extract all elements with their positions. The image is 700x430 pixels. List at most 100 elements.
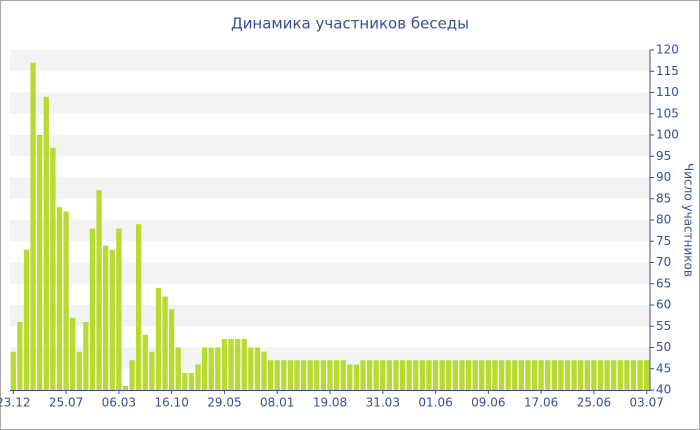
bar	[512, 360, 518, 390]
y-tick-label: 100	[656, 128, 679, 142]
bar	[452, 360, 458, 390]
bar	[531, 360, 538, 390]
bar	[63, 211, 69, 390]
x-tick-label: 17.06	[524, 396, 558, 410]
bar	[50, 147, 56, 390]
bar	[432, 360, 439, 390]
bar	[136, 224, 142, 390]
bar	[56, 207, 63, 390]
bar	[83, 322, 89, 390]
x-tick-label: 19.08	[313, 396, 347, 410]
bar	[122, 385, 129, 390]
bar	[327, 360, 333, 390]
x-tick-label: 25.07	[49, 396, 83, 410]
x-tick-label: 29.05	[207, 396, 241, 410]
bar	[109, 249, 115, 390]
y-tick-label: 60	[656, 298, 671, 312]
bar	[307, 360, 313, 390]
bar	[23, 249, 30, 390]
bar	[267, 360, 274, 390]
bar	[380, 360, 386, 390]
x-tick-label: 09.06	[471, 396, 505, 410]
bar	[525, 360, 531, 390]
bar	[393, 360, 399, 390]
bar	[175, 347, 181, 390]
bar	[294, 360, 300, 390]
bar	[578, 360, 584, 390]
bar	[274, 360, 280, 390]
bar	[340, 360, 346, 390]
y-tick-label: 95	[656, 149, 671, 163]
grid-band	[10, 92, 650, 114]
y-tick-label: 85	[656, 191, 671, 205]
bar	[538, 360, 544, 390]
bar	[498, 360, 505, 390]
bar	[155, 288, 162, 390]
bar	[248, 347, 254, 390]
bar	[571, 360, 577, 390]
bar	[485, 360, 491, 390]
bar	[188, 373, 195, 390]
bar	[518, 360, 524, 390]
bar	[333, 360, 340, 390]
bar	[169, 309, 175, 390]
grid-band	[10, 177, 650, 199]
bar	[505, 360, 511, 390]
bar	[287, 360, 294, 390]
y-tick-label: 115	[656, 64, 679, 78]
grid-band	[10, 220, 650, 242]
bar	[472, 360, 478, 390]
bar	[373, 360, 379, 390]
bar	[234, 339, 241, 390]
bar	[281, 360, 287, 390]
bar	[406, 360, 412, 390]
bar	[459, 360, 465, 390]
bar	[17, 322, 23, 390]
bar	[202, 347, 208, 390]
bar	[254, 347, 261, 390]
bar	[228, 339, 234, 390]
y-tick-label: 105	[656, 106, 679, 120]
x-tick-label: 08.01	[260, 396, 294, 410]
y-tick-label: 40	[656, 383, 671, 397]
bar	[584, 360, 590, 390]
bar	[360, 360, 366, 390]
y-tick-label: 110	[656, 85, 679, 99]
bar	[37, 135, 43, 390]
bar	[300, 360, 307, 390]
y-tick-label: 90	[656, 170, 671, 184]
bar	[413, 360, 419, 390]
x-tick-label: 16.10	[154, 396, 188, 410]
x-tick-label: 25.06	[577, 396, 611, 410]
y-tick-label: 120	[656, 43, 679, 57]
bar	[149, 351, 155, 390]
bar	[314, 360, 320, 390]
bar	[195, 364, 201, 390]
x-tick-label: 31.03	[366, 396, 400, 410]
bar	[558, 360, 564, 390]
bar	[551, 360, 557, 390]
bar	[182, 373, 188, 390]
bar	[261, 351, 267, 390]
bar	[386, 360, 393, 390]
x-tick-label: 03.07	[630, 396, 664, 410]
bar	[591, 360, 597, 390]
bar	[597, 360, 604, 390]
bar	[564, 360, 571, 390]
y-tick-label: 50	[656, 340, 671, 354]
bar	[624, 360, 630, 390]
bar	[419, 360, 426, 390]
y-tick-label: 45	[656, 361, 671, 375]
bar	[426, 360, 432, 390]
bar	[70, 317, 76, 390]
bar	[545, 360, 551, 390]
grid-band	[10, 50, 650, 72]
bar	[617, 360, 623, 390]
y-tick-label: 80	[656, 213, 671, 227]
bar	[353, 364, 360, 390]
x-tick-label: 23.12	[0, 396, 30, 410]
bar	[465, 360, 472, 390]
bar	[241, 339, 247, 390]
bar	[399, 360, 406, 390]
bar	[162, 296, 168, 390]
